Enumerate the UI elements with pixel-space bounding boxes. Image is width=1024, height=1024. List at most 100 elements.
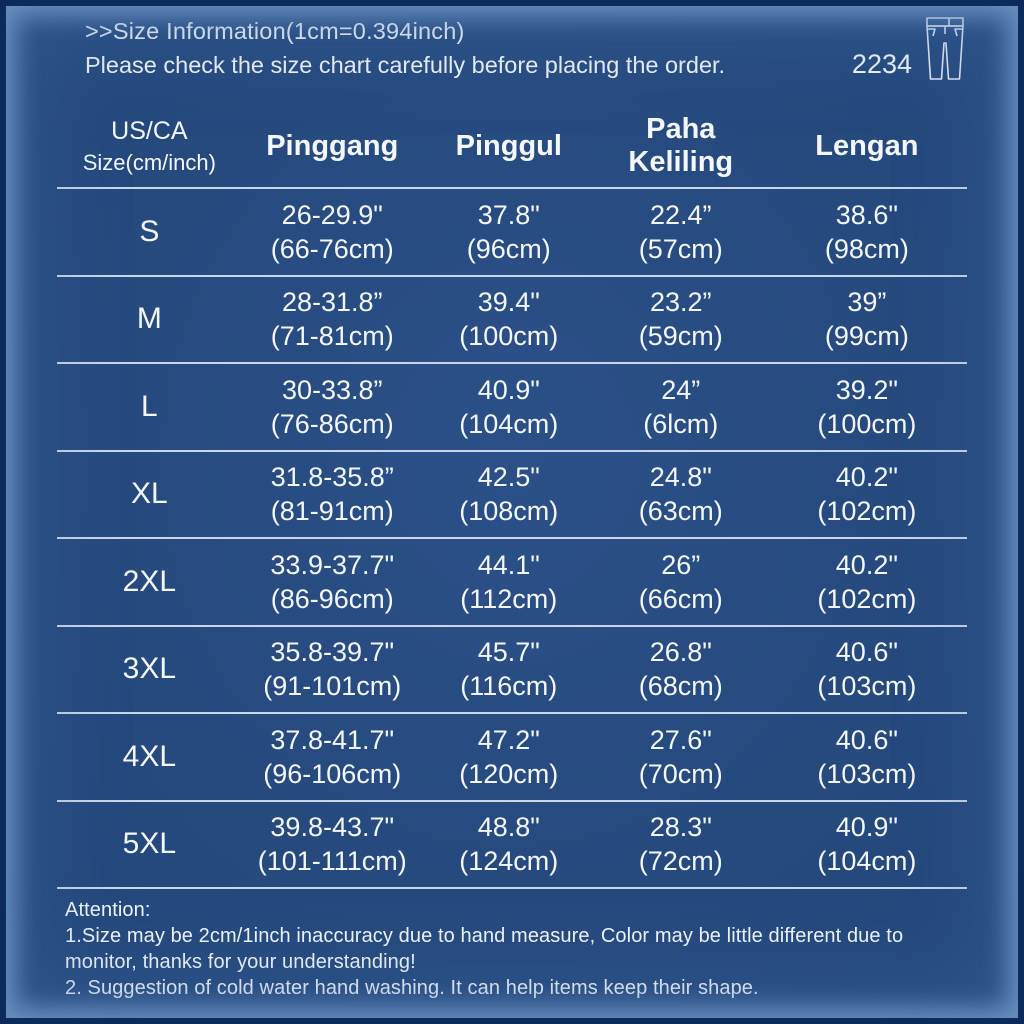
cell-inch: 39”: [847, 287, 887, 318]
cell-cm: (100cm): [817, 408, 917, 439]
cell-cm: (66cm): [638, 583, 723, 614]
cell-inch: 39.4": [477, 287, 540, 318]
table-row-l: L 30-33.8” (76-86cm) 40.9" (104cm) 24” (6lc…: [57, 364, 967, 452]
cell-inch: 28-31.8”: [281, 287, 383, 318]
size-label: XL: [131, 477, 168, 511]
cell-cm: (66-76cm): [270, 233, 394, 264]
measure-cell: 39.2" (100cm): [767, 373, 967, 441]
cell-inch: 44.1": [477, 549, 540, 580]
measure-cell: 39.8-43.7" (101-111cm): [242, 810, 423, 878]
cell-inch: 40.9": [477, 374, 540, 405]
cell-cm: (103cm): [817, 758, 917, 789]
measure-cell: 33.9-37.7" (86-96cm): [242, 548, 423, 616]
measure-cell: 24” (6lcm): [595, 373, 767, 441]
cell-cm: (116cm): [460, 671, 558, 702]
style-code: 2234: [851, 49, 912, 79]
size-label: L: [141, 389, 158, 423]
cell-cm: (120cm): [459, 758, 559, 789]
cell-inch: 27.6": [649, 724, 712, 755]
note2: 2. Suggestion of cold water hand washing…: [65, 977, 759, 999]
cell-inch: 33.9-37.7": [270, 549, 395, 580]
cell-cm: (70cm): [638, 758, 723, 789]
cell-cm: (124cm): [459, 846, 559, 877]
cell-cm: (6lcm): [643, 408, 719, 439]
cell-inch: 26”: [661, 549, 701, 580]
cell-cm: (99cm): [824, 321, 909, 352]
cell-cm: (81-91cm): [270, 496, 394, 527]
cell-inch: 48.8": [477, 812, 540, 843]
size-label: M: [136, 302, 162, 336]
code-block: 2234: [852, 16, 966, 82]
table-row-3xl: 3XL 35.8-39.7" (91-101cm) 45.7" (116cm) 26…: [57, 627, 967, 714]
measure-cell: 42.5" (108cm): [423, 460, 595, 528]
cell-inch: 42.5": [477, 462, 540, 493]
column-header-lengan: Lengan: [815, 129, 919, 162]
measure-cell: 22.4” (57cm): [595, 198, 767, 266]
measure-cell: 40.6" (103cm): [767, 635, 967, 703]
table-row-5xl: 5XL 39.8-43.7" (101-111cm) 48.8" (124cm) 2…: [57, 802, 967, 889]
measure-cell: 40.9" (104cm): [423, 373, 595, 441]
cell-cm: (71-81cm): [270, 321, 394, 352]
measure-cell: 37.8-41.7" (96-106cm): [242, 723, 423, 791]
cell-cm: (102cm): [817, 583, 917, 614]
measure-cell: 48.8" (124cm): [423, 810, 595, 878]
measure-cell: 28-31.8” (71-81cm): [242, 285, 423, 353]
cell-inch: 47.2": [477, 724, 540, 755]
measure-cell: 30-33.8” (76-86cm): [242, 373, 423, 441]
measure-cell: 26.8" (68cm): [595, 635, 767, 703]
table-row-2xl: 2XL 33.9-37.7" (86-96cm) 44.1" (112cm) 26”…: [57, 539, 967, 627]
cell-inch: 37.8": [477, 199, 540, 230]
measure-cell: 24.8" (63cm): [595, 460, 767, 528]
column-header-pinggul: Pinggul: [455, 129, 562, 162]
cell-inch: 39.2": [835, 374, 898, 405]
note1-line2: monitor, thanks for your understanding!: [65, 951, 416, 973]
measure-cell: 40.9" (104cm): [767, 810, 967, 878]
pants-icon: [924, 16, 966, 82]
cell-cm: (104cm): [459, 408, 559, 439]
cell-cm: (102cm): [817, 496, 917, 527]
measure-cell: 40.6" (103cm): [767, 723, 967, 791]
measure-cell: 26” (66cm): [595, 548, 767, 616]
cell-inch: 40.9": [835, 812, 898, 843]
page-subtitle: Please check the size chart carefully be…: [85, 51, 726, 78]
column-header-pinggang: Pinggang: [266, 129, 399, 162]
cell-cm: (86-96cm): [270, 583, 394, 614]
cell-cm: (63cm): [638, 496, 723, 527]
cell-inch: 22.4”: [650, 199, 712, 230]
cell-inch: 26-29.9": [281, 199, 383, 230]
cell-inch: 45.7": [477, 637, 540, 668]
size-label: 3XL: [122, 652, 177, 686]
measure-cell: 39.4" (100cm): [423, 285, 595, 353]
cell-inch: 24.8": [649, 462, 712, 493]
cell-inch: 38.6": [835, 199, 898, 230]
cell-cm: (103cm): [817, 671, 917, 702]
table-header-row: US/CA Size(cm/inch) Pinggang Pinggul Pah…: [57, 105, 967, 189]
cell-inch: 23.2”: [650, 287, 712, 318]
cell-inch: 24”: [661, 374, 701, 405]
cell-cm: (96cm): [466, 233, 551, 264]
cell-cm: (96-106cm): [263, 758, 402, 789]
attention-title: Attention:: [65, 899, 151, 921]
cell-inch: 31.8-35.8”: [270, 462, 394, 493]
cell-inch: 40.6": [835, 724, 898, 755]
cell-cm: (72cm): [638, 846, 723, 877]
cell-cm: (100cm): [459, 321, 559, 352]
attention-notes: Attention: 1.Size may be 2cm/1inch inacc…: [65, 897, 975, 1001]
cell-cm: (91-101cm): [263, 671, 402, 702]
measure-cell: 31.8-35.8” (81-91cm): [242, 460, 423, 528]
cell-inch: 40.6": [835, 637, 898, 668]
header: >>Size Information(1cm=0.394inch) Please…: [85, 19, 726, 78]
cell-cm: (76-86cm): [270, 408, 394, 439]
measure-cell: 35.8-39.7" (91-101cm): [242, 635, 423, 703]
cell-cm: (101-111cm): [257, 846, 407, 877]
measure-cell: 27.6" (70cm): [595, 723, 767, 791]
size-header-line2: Size(cm/inch): [82, 149, 216, 175]
measure-cell: 38.6" (98cm): [767, 198, 967, 266]
measure-cell: 26-29.9" (66-76cm): [242, 198, 423, 266]
size-label: 5XL: [122, 827, 177, 861]
table-row-xl: XL 31.8-35.8” (81-91cm) 42.5" (108cm) 24.8…: [57, 452, 967, 539]
cell-inch: 26.8": [649, 637, 712, 668]
measure-cell: 23.2” (59cm): [595, 285, 767, 353]
cell-inch: 30-33.8”: [281, 374, 383, 405]
cell-inch: 35.8-39.7": [270, 637, 395, 668]
